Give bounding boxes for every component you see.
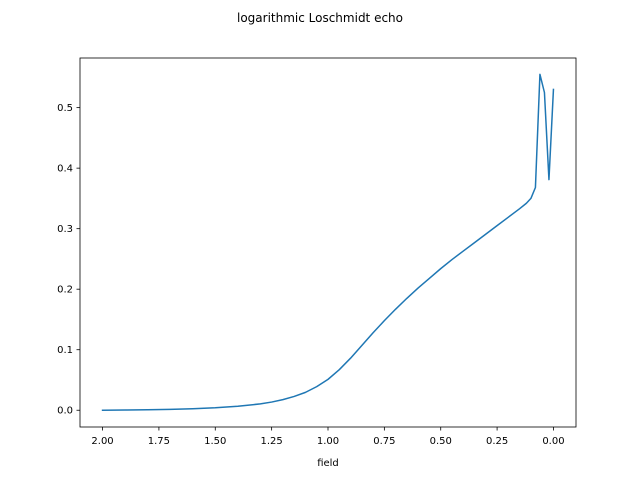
y-axis: 0.0 0.1 0.2 0.3 0.4 0.5 [57, 103, 80, 417]
x-tick-label: 1.25 [261, 436, 283, 447]
x-tick-label: 1.00 [317, 436, 339, 447]
x-tick-label: 2.00 [91, 436, 113, 447]
plot-area [101, 73, 555, 411]
x-axis: 2.00 1.75 1.50 1.25 1.00 0.75 0.50 0.25 0.00 [91, 427, 565, 447]
x-axis-label: field [317, 458, 339, 469]
x-tick-label: 0.50 [430, 436, 452, 447]
x-tick-label: 0.00 [542, 436, 564, 447]
y-tick-label: 0.4 [57, 164, 73, 175]
chart-title: logarithmic Loschmidt echo [237, 11, 403, 25]
y-tick-label: 0.3 [57, 224, 73, 235]
y-tick-label: 0.1 [57, 345, 73, 356]
x-tick-label: 0.25 [486, 436, 508, 447]
x-tick-label: 0.75 [373, 436, 395, 447]
y-tick-label: 0.5 [57, 103, 73, 114]
y-tick-label: 0.2 [57, 285, 73, 296]
x-tick-label: 1.50 [204, 436, 226, 447]
axes-frame [79, 57, 577, 428]
y-tick-label: 0.0 [57, 406, 73, 417]
series-line [101, 73, 555, 411]
x-tick-label: 1.75 [148, 436, 170, 447]
